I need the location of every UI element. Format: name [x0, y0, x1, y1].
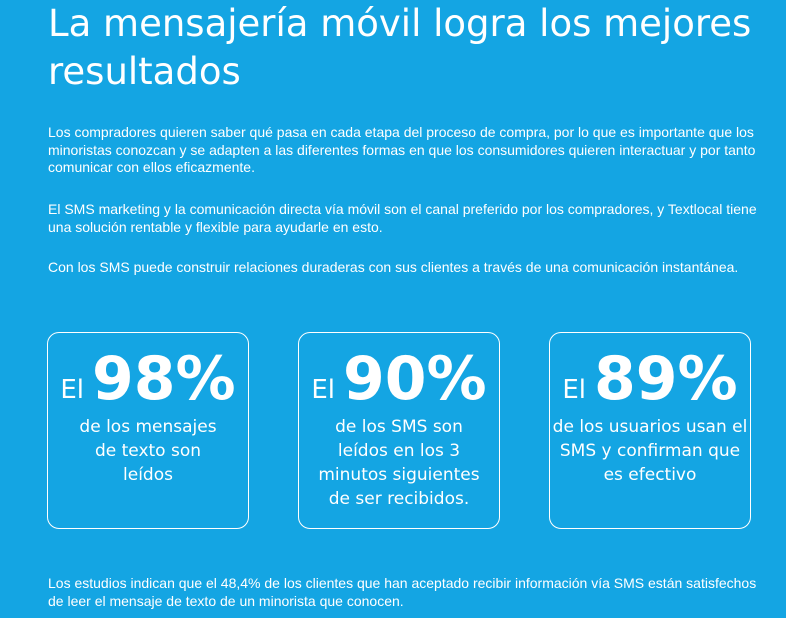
stat-heading: El 89%: [550, 347, 750, 411]
stat-value: 90%: [343, 344, 487, 414]
stat-heading: El 98%: [48, 347, 248, 411]
stat-description: de los usuarios usan el SMS y confirman …: [552, 417, 748, 485]
stat-card-effectiveness: El 89% de los usuarios usan el SMS y con…: [549, 332, 751, 529]
stat-description: de los SMS son leídos en los 3 minutos s…: [318, 417, 480, 509]
stat-card-read-rate: El 98% de los mensajes de texto son leíd…: [47, 332, 249, 529]
intro-paragraph-2: El SMS marketing y la comunicación direc…: [48, 201, 757, 235]
stat-heading: El 90%: [299, 347, 499, 411]
stat-value: 98%: [92, 344, 236, 414]
intro-paragraph-3: Con los SMS puede construir relaciones d…: [48, 259, 739, 275]
stat-value: 89%: [594, 344, 738, 414]
stat-prefix: El: [311, 375, 336, 405]
page-title: La mensajería móvil logra los mejores re…: [48, 2, 752, 93]
stat-prefix: El: [562, 375, 587, 405]
footer-note: Los estudios indican que el 48,4% de los…: [48, 575, 757, 609]
stat-card-read-time: El 90% de los SMS son leídos en los 3 mi…: [298, 332, 500, 529]
stat-description: de los mensajes de texto son leídos: [79, 417, 217, 485]
stat-prefix: El: [60, 375, 85, 405]
intro-paragraph-1: Los compradores quieren saber qué pasa e…: [48, 124, 756, 175]
